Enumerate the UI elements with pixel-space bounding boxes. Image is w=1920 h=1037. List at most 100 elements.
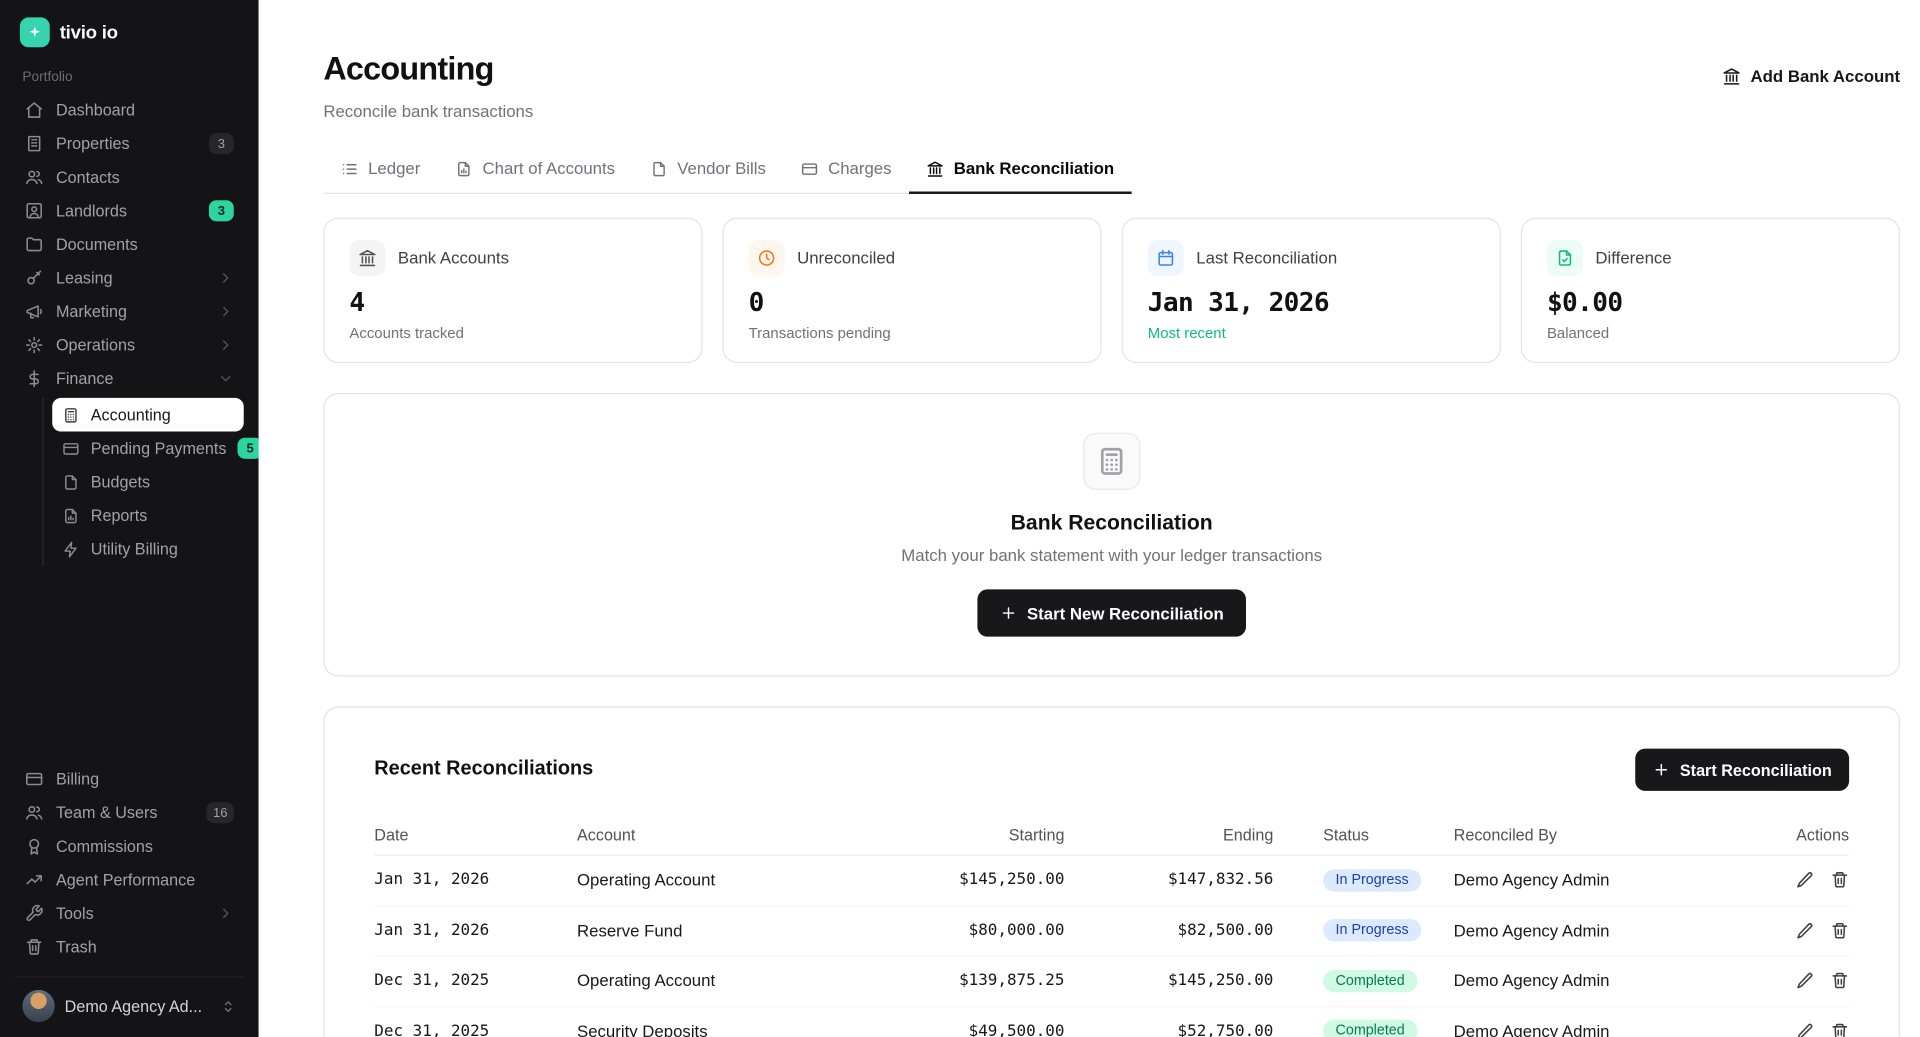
sidebar-item-label: Dashboard	[55, 100, 136, 120]
stat-value: $0.00	[1546, 287, 1623, 318]
stat-card-last-reconciliation: Last Reconciliation Jan 31, 2026 Most re…	[1121, 217, 1501, 364]
megaphone-icon	[25, 302, 44, 321]
delete-icon[interactable]	[1830, 1022, 1849, 1037]
button-label: Start Reconciliation	[1679, 760, 1832, 780]
sidebar-item-label: Tools	[55, 904, 94, 923]
user-name: Demo Agency Ad...	[64, 996, 203, 1016]
team-users-count-badge: 16	[206, 802, 234, 824]
sidebar-item-team-users[interactable]: Team & Users 16	[15, 796, 244, 830]
wrench-icon	[25, 904, 44, 923]
tab-ledger[interactable]: Ledger	[323, 148, 437, 194]
sidebar-item-label: Marketing	[55, 302, 127, 321]
chevrons-up-down-icon	[220, 998, 236, 1014]
sidebar-item-accounting[interactable]: Accounting	[52, 397, 244, 432]
edit-icon[interactable]	[1796, 921, 1815, 940]
sidebar-item-label: Reports	[90, 506, 148, 525]
sidebar-item-leasing[interactable]: Leasing	[15, 261, 244, 295]
cell-starting: $139,875.25	[959, 971, 1065, 991]
calculator-icon-box	[1083, 432, 1141, 490]
button-label: Start New Reconciliation	[1026, 603, 1224, 623]
start-reconciliation-button[interactable]: Start Reconciliation	[1635, 748, 1850, 791]
bank-icon	[358, 249, 377, 268]
recent-reconciliations-title: Recent Reconciliations	[374, 758, 594, 780]
delete-icon[interactable]	[1830, 972, 1849, 991]
chevron-right-icon	[218, 337, 234, 353]
tab-chart-of-accounts[interactable]: Chart of Accounts	[438, 148, 633, 194]
cell-ending: $82,500.00	[1177, 921, 1274, 940]
last-reconciliation-icon-box	[1147, 239, 1184, 277]
sidebar-item-documents[interactable]: Documents	[15, 228, 244, 262]
sidebar-item-label: Finance	[55, 369, 114, 388]
column-header-starting: Starting	[1008, 825, 1065, 844]
sidebar-item-label: Contacts	[55, 167, 120, 187]
table-row[interactable]: Jan 31, 2026 Reserve Fund $80,000.00 $82…	[374, 906, 1850, 957]
table-row[interactable]: Dec 31, 2025 Security Deposits $49,500.0…	[374, 1007, 1849, 1037]
sidebar-item-dashboard[interactable]: Dashboard	[15, 93, 244, 127]
app-name: tivio io	[59, 21, 118, 43]
key-icon	[25, 269, 44, 288]
sidebar-item-finance[interactable]: Finance	[15, 362, 244, 396]
table-header: Date Account Starting Ending Status Reco…	[374, 815, 1849, 856]
credit-card-icon	[62, 440, 79, 457]
landlords-count-badge: 3	[208, 200, 234, 222]
delete-icon[interactable]	[1830, 871, 1849, 890]
sidebar-item-operations[interactable]: Operations	[15, 328, 244, 362]
logo[interactable]: tivio io	[15, 15, 244, 48]
users-icon	[25, 803, 44, 822]
tab-bar: Ledger Chart of Accounts Vendor Bills Ch…	[323, 148, 1132, 194]
tab-bank-reconciliation[interactable]: Bank Reconciliation	[908, 148, 1132, 194]
sidebar-item-tools[interactable]: Tools	[15, 897, 244, 931]
building-icon	[25, 134, 44, 153]
zap-icon	[62, 540, 79, 557]
user-menu[interactable]: Demo Agency Ad...	[14, 976, 244, 1024]
logo-icon	[19, 17, 50, 48]
chevron-down-icon	[218, 371, 234, 387]
sidebar-item-utility-billing[interactable]: Utility Billing	[52, 532, 244, 566]
edit-icon[interactable]	[1796, 972, 1815, 991]
sidebar-item-landlords[interactable]: Landlords 3	[15, 194, 244, 228]
sidebar-item-reports[interactable]: Reports	[52, 499, 244, 533]
delete-icon[interactable]	[1830, 921, 1849, 940]
tab-label: Ledger	[368, 159, 421, 178]
empty-state-title: Bank Reconciliation	[1010, 511, 1213, 535]
table-row[interactable]: Dec 31, 2025 Operating Account $139,875.…	[374, 956, 1850, 1007]
status-badge: Completed	[1323, 969, 1418, 993]
sidebar-item-contacts[interactable]: Contacts	[15, 160, 244, 194]
sidebar-item-label: Properties	[55, 134, 130, 153]
sidebar-item-agent-performance[interactable]: Agent Performance	[15, 863, 244, 897]
column-header-status: Status	[1323, 825, 1369, 844]
bank-reconciliation-empty-state: Bank Reconciliation Match your bank stat…	[323, 392, 1901, 677]
sidebar-item-marketing[interactable]: Marketing	[15, 295, 244, 329]
table-body: Jan 31, 2026 Operating Account $145,250.…	[374, 856, 1850, 1037]
main-content: Accounting Reconcile bank transactions A…	[258, 0, 1920, 1037]
edit-icon[interactable]	[1796, 871, 1815, 890]
sidebar-item-budgets[interactable]: Budgets	[52, 465, 244, 499]
sidebar-item-billing[interactable]: Billing	[15, 762, 244, 796]
sidebar-item-trash[interactable]: Trash	[15, 930, 244, 964]
sidebar-item-label: Commissions	[55, 836, 153, 856]
sidebar-item-commissions[interactable]: Commissions	[15, 829, 244, 863]
folder-icon	[25, 235, 44, 254]
sidebar-item-pending-payments[interactable]: Pending Payments 5	[52, 432, 263, 466]
trending-up-icon	[25, 870, 44, 889]
sidebar-item-label: Utility Billing	[90, 539, 178, 559]
add-bank-account-button[interactable]: Add Bank Account	[1722, 67, 1900, 86]
vendor-bills-icon	[650, 160, 667, 177]
sidebar-item-label: Leasing	[55, 268, 113, 288]
award-icon	[25, 837, 44, 856]
start-new-reconciliation-button[interactable]: Start New Reconciliation	[977, 589, 1247, 637]
edit-icon[interactable]	[1796, 1022, 1815, 1037]
tab-vendor-bills[interactable]: Vendor Bills	[632, 148, 783, 194]
clock-icon	[757, 249, 776, 268]
table-row[interactable]: Jan 31, 2026 Operating Account $145,250.…	[374, 856, 1850, 906]
plus-icon	[1653, 761, 1670, 778]
sidebar-item-properties[interactable]: Properties 3	[15, 127, 244, 161]
file-icon	[62, 473, 79, 490]
cell-starting: $145,250.00	[959, 870, 1065, 890]
status-badge: Completed	[1323, 1019, 1418, 1037]
cell-ending: $147,832.56	[1167, 870, 1274, 890]
column-header-date: Date	[374, 825, 409, 844]
sidebar-item-label: Documents	[55, 235, 138, 254]
tab-charges[interactable]: Charges	[783, 148, 909, 194]
